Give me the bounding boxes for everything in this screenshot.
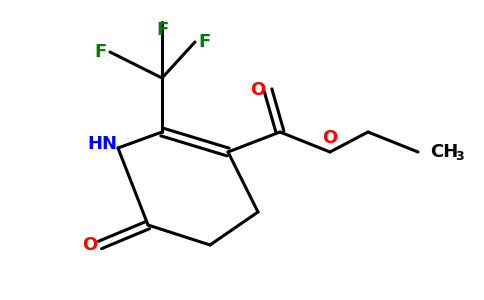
Text: F: F (94, 43, 106, 61)
Text: CH: CH (430, 143, 458, 161)
Text: O: O (322, 129, 338, 147)
Text: HN: HN (87, 135, 117, 153)
Text: 3: 3 (455, 151, 464, 164)
Text: F: F (199, 33, 211, 51)
Text: F: F (156, 21, 168, 39)
Text: O: O (250, 81, 266, 99)
Text: O: O (82, 236, 98, 254)
